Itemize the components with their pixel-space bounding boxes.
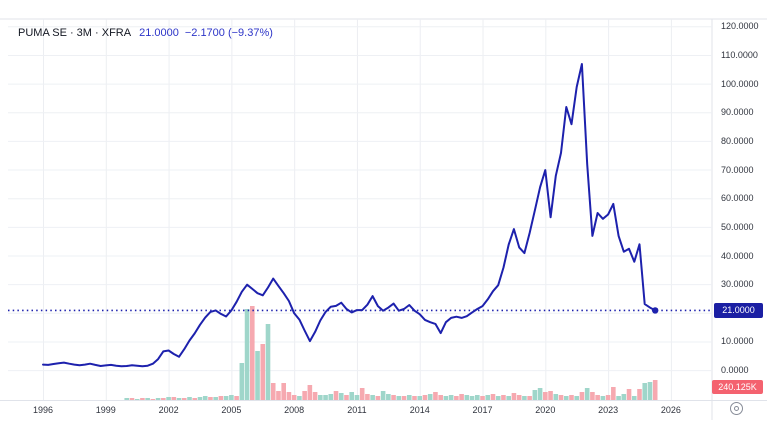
last-price-label: 21.0000 <box>714 303 763 318</box>
time-tick-label: 2026 <box>660 405 681 415</box>
time-tick-label: 2017 <box>472 405 493 415</box>
time-tick-label: 1996 <box>32 405 54 415</box>
symbol-values: 21.0000 −2.1700 (−9.37%) <box>139 26 273 40</box>
price-tick-label: 110.0000 <box>721 49 758 60</box>
price-tick-label: 120.0000 <box>721 21 759 32</box>
price-tick-label: 50.0000 <box>721 221 754 232</box>
price-tick-label: 60.0000 <box>721 193 754 204</box>
price-tick-label: 10.0000 <box>721 336 754 347</box>
price-tick-label: 90.0000 <box>721 107 754 118</box>
price-tick-label: 70.0000 <box>721 164 754 175</box>
volume-label: 240.125K <box>712 380 763 394</box>
last-price-value: 21.0000 <box>139 27 179 39</box>
clock-icon[interactable] <box>730 402 743 415</box>
time-tick-label: 2008 <box>284 405 305 415</box>
time-axis[interactable]: 1996 1999 2002 2005 2008 2011 2014 2017 2020 2023… <box>0 400 767 433</box>
price-tick-label: 30.0000 <box>721 279 754 290</box>
time-tick-label: 2005 <box>221 405 242 415</box>
time-tick-label: 2020 <box>535 405 556 415</box>
time-tick-label: 2014 <box>409 405 430 415</box>
price-tick-label: 0.0000 <box>721 365 749 376</box>
price-tick-label: 80.0000 <box>721 135 754 146</box>
price-tick-label: 100.0000 <box>721 78 759 89</box>
time-tick-label: 2002 <box>158 405 179 415</box>
price-change-value: −2.1700 (−9.37%) <box>184 27 273 39</box>
price-axis[interactable]: 120.0000 110.0000 100.0000 90.0000 80.0000 70… <box>712 19 767 400</box>
time-tick-label: 2011 <box>347 405 367 415</box>
price-tick-label: 40.0000 <box>721 250 754 261</box>
time-tick-label: 2023 <box>598 405 619 415</box>
time-tick-label: 1999 <box>95 405 116 415</box>
symbol-info-bar: PUMA SE · 3M · XFRA 21.0000 −2.1700 (−9.… <box>18 26 273 40</box>
symbol-title[interactable]: PUMA SE · 3M · XFRA <box>18 27 132 39</box>
